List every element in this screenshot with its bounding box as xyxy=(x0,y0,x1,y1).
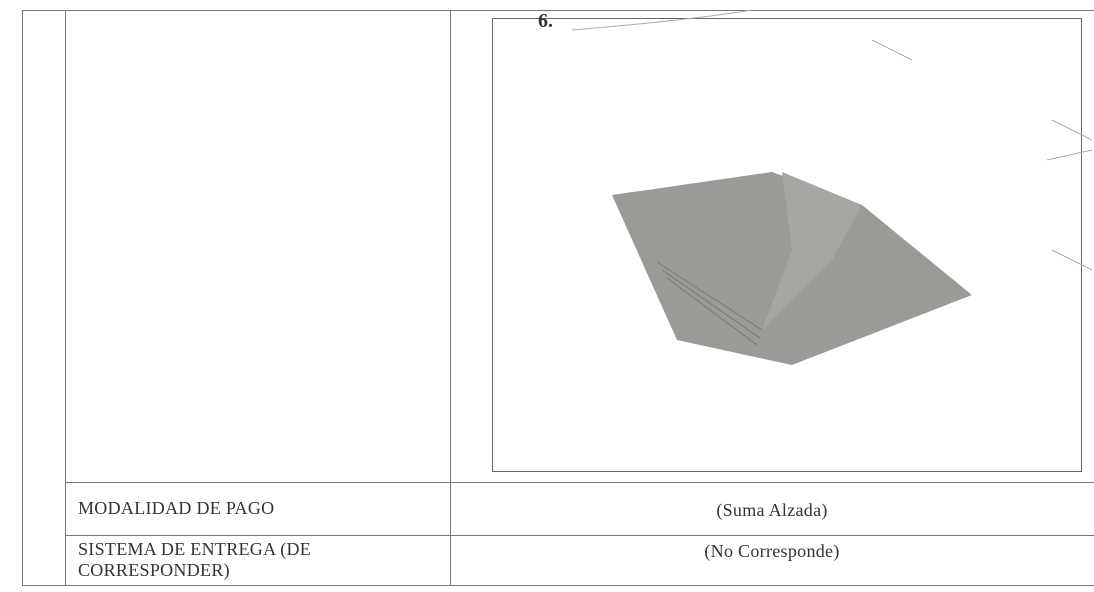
border xyxy=(22,585,1094,586)
image-frame xyxy=(492,18,1082,472)
row-label: MODALIDAD DE PAGO xyxy=(78,498,275,518)
image xyxy=(571,9,1093,365)
border xyxy=(450,10,451,585)
blanket-edges xyxy=(656,261,763,346)
row-value: (No Corresponde) xyxy=(704,541,840,561)
border xyxy=(65,482,1094,483)
border xyxy=(22,10,1094,11)
border xyxy=(22,10,23,585)
border xyxy=(65,535,1094,536)
border xyxy=(65,10,66,585)
scan-marks xyxy=(571,9,1093,271)
blanket-fold xyxy=(762,172,862,330)
row-label: SISTEMA DE ENTREGA (DE CORRESPONDER) xyxy=(78,539,312,580)
image-label: 6. xyxy=(538,10,553,32)
row-value: (Suma Alzada) xyxy=(716,500,828,520)
